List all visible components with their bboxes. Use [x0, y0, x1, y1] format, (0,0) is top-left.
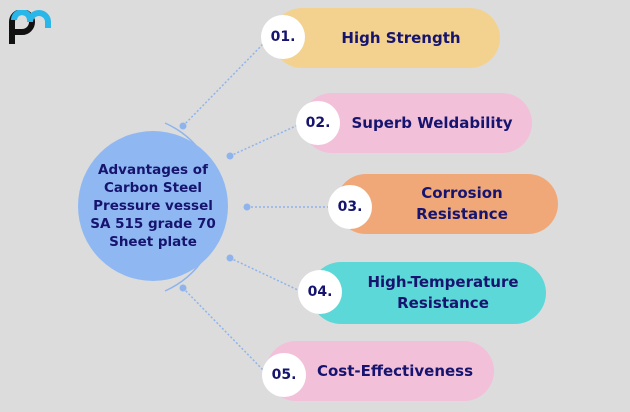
advantage-05: 05. Cost-Effectiveness: [262, 341, 494, 401]
hub-title: Advantages of Carbon Steel Pressure vess…: [90, 162, 216, 250]
advantage-02: 02. Superb Weldability: [296, 93, 532, 153]
connector-dot: [243, 203, 251, 211]
number-badge: 05.: [262, 353, 306, 397]
number-badge: 03.: [328, 185, 372, 229]
advantage-label: High-Temperature Resistance: [367, 273, 519, 312]
connector-04: [229, 257, 299, 291]
number-badge: 02.: [296, 101, 340, 145]
advantage-label: Cost-Effectiveness: [316, 361, 474, 380]
advantage-label: Corrosion Resistance: [416, 184, 508, 223]
connector-02: [229, 124, 299, 157]
advantage-label: High Strength: [341, 28, 461, 47]
connector-dot: [179, 284, 187, 292]
connector-dot: [179, 122, 187, 130]
advantage-01: 01. High Strength: [261, 8, 500, 68]
connector-05: [182, 287, 266, 373]
advantage-label: Superb Weldability: [351, 113, 513, 132]
number-badge: 01.: [261, 15, 305, 59]
hub-circle: Advantages of Carbon Steel Pressure vess…: [78, 131, 228, 281]
connector-dot: [226, 152, 234, 160]
connector-01: [182, 41, 266, 127]
connector-dot: [226, 254, 234, 262]
logo: [8, 9, 54, 50]
advantage-03: 03. Corrosion Resistance: [328, 174, 558, 234]
advantage-04: 04. High-Temperature Resistance: [298, 262, 546, 324]
number-badge: 04.: [298, 270, 342, 314]
